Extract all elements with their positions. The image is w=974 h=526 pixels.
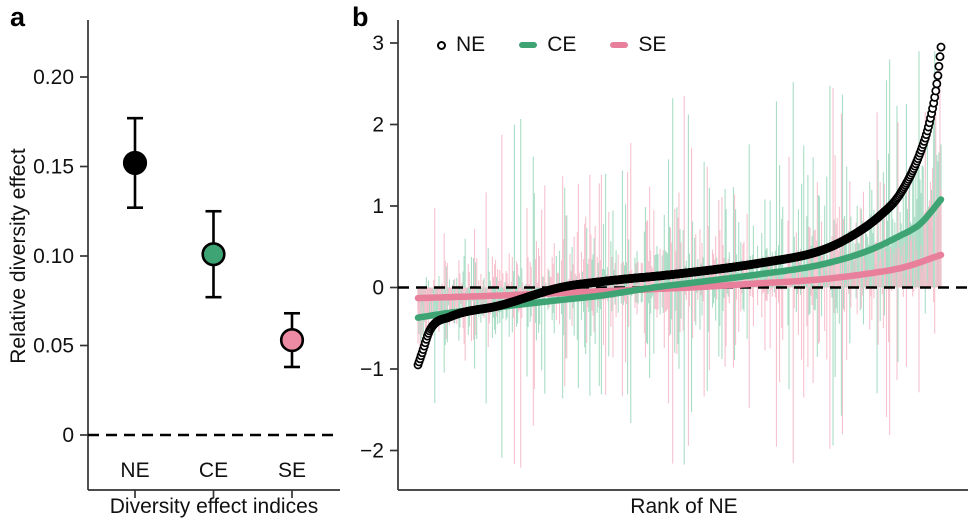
legend-label-ne: NE <box>456 33 486 56</box>
panel-b-ytick-label: −1 <box>360 358 384 381</box>
panel-b-x-axis-label: Rank of NE <box>630 495 738 518</box>
panel-a-letter: a <box>10 2 26 32</box>
panel-b-plot <box>397 20 968 491</box>
panel-a-points <box>122 116 305 369</box>
legend-item-se: SE <box>610 33 666 57</box>
effect-point-se <box>279 311 305 369</box>
panel-b-ytick-label: 0 <box>372 277 384 300</box>
panel-a-x-axis-label: Diversity effect indices <box>109 495 319 518</box>
panel-b-legend: NE CE SE <box>437 33 666 57</box>
legend-item-ne: NE <box>437 33 485 57</box>
panel-a-ytick-label: 0 <box>62 424 74 447</box>
panel-a-ytick-label: 0.10 <box>33 245 74 268</box>
panel-a-category-labels: NE CE SE <box>120 459 306 482</box>
panel-b-ytick-label: 2 <box>372 114 384 137</box>
panel-a-y-axis-label: Relative diversity effect <box>7 148 30 364</box>
panel-b-raw-spikes <box>417 51 942 468</box>
panel-b-letter: b <box>352 2 369 32</box>
panel-b-ne-points <box>413 42 946 370</box>
panel-b-ytick-label: 3 <box>372 32 384 55</box>
panel-a-ytick-label: 0.05 <box>33 335 74 358</box>
ce-dash-marker-icon <box>519 42 538 48</box>
panel-a-ytick-label: 0.20 <box>33 66 74 89</box>
panel-a-ytick-label: 0.15 <box>33 156 74 179</box>
open-circle-marker-icon <box>437 40 446 50</box>
legend-label-ce: CE <box>547 33 577 56</box>
effect-point-ne <box>122 116 148 209</box>
panel-a-category-label: CE <box>199 459 228 482</box>
panel-b-y-ticks: 3 2 1 0 −1 −2 <box>360 32 398 463</box>
panel-a-y-ticks: 0.20 0.15 0.10 0.05 0 <box>33 66 293 498</box>
panel-a-category-label: NE <box>120 459 149 482</box>
legend-label-se: SE <box>638 33 667 56</box>
panel-a-category-label: SE <box>278 459 306 482</box>
panel-b-ytick-label: −2 <box>360 440 384 463</box>
se-smooth-curve <box>414 251 945 302</box>
panel-b-se-curve <box>414 251 945 302</box>
legend-item-ce: CE <box>519 33 576 57</box>
effect-point-ce <box>201 209 226 299</box>
panel-b-ytick-label: 1 <box>372 195 384 218</box>
se-dash-marker-icon <box>610 42 629 48</box>
